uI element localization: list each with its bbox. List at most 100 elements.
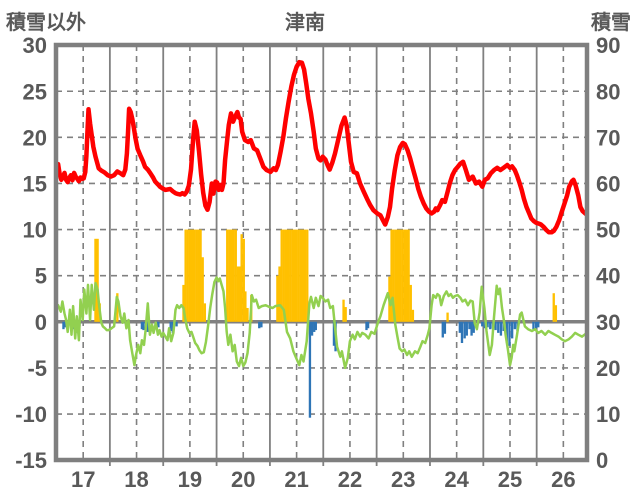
blue-bars-bar (146, 321, 149, 332)
green-line (56, 276, 587, 370)
orange-bars-bar (394, 229, 398, 322)
orange-bars-bar (228, 229, 231, 322)
right-axis-tick-label: 80 (596, 79, 620, 104)
series-group (56, 59, 587, 418)
blue-bars-bar (175, 321, 178, 327)
orange-bars-bar (407, 229, 410, 322)
orange-bars-bar (392, 229, 395, 322)
orange-bars-bar (306, 229, 309, 322)
blue-bars-bar (366, 321, 370, 329)
orange-bars-bar (280, 229, 283, 322)
x-axis-tick-label: 19 (178, 467, 202, 492)
orange-bars-bar (396, 229, 400, 322)
orange-bars-bar (344, 307, 347, 322)
orange-bars-bar (201, 257, 204, 322)
blue-bars-bar (532, 321, 535, 330)
orange-bars-bar (282, 229, 285, 322)
orange-bars-bar (182, 284, 185, 322)
left-axis-tick-label: 30 (23, 33, 47, 58)
orange-bars-bar (242, 238, 245, 322)
blue-bars-bar (494, 321, 497, 331)
snow-depth-red-line (56, 59, 587, 235)
left-axis-tick-label: 5 (35, 264, 47, 289)
orange-bars-bar (278, 266, 281, 322)
orange-bars-bar (238, 266, 242, 322)
blue-bars-bar (142, 321, 145, 331)
orange-bars-bar (295, 229, 298, 322)
orange-bars-bar (390, 229, 393, 322)
blue-bars-bar (460, 321, 464, 344)
orange-bars-bar (186, 229, 189, 322)
right-axis-tick-label: 50 (596, 218, 620, 243)
orange-bars-bar (197, 229, 200, 322)
blue-bars-bar (508, 321, 511, 346)
plot-border (53, 42, 590, 463)
blue-bars-bar (472, 321, 475, 333)
left-axis-tick-label: 25 (23, 79, 47, 104)
x-axis-tick-label: 26 (551, 467, 575, 492)
orange-bars-bar (291, 229, 294, 322)
left-axis-title: 積雪以外 (6, 12, 86, 34)
left-axis-tick-label: -15 (15, 448, 47, 473)
blue-bars-bar (314, 321, 317, 331)
orange-bars-bar (199, 229, 202, 322)
orange-bars-bar (188, 229, 192, 322)
blue-bars-bar (458, 321, 462, 333)
left-axis-tick-label: -10 (15, 402, 47, 427)
blue-bars-bar (365, 321, 368, 331)
blue-bars-bar (481, 321, 484, 327)
blue-bars-bar (505, 321, 508, 344)
orange-bars-bar (284, 229, 288, 322)
blue-bars-bar (510, 321, 514, 339)
right-axis-title: 積雪 (591, 12, 631, 34)
orange-bars-bar (244, 291, 247, 322)
blue-bars-bar (310, 321, 314, 336)
orange-bars-bar (301, 229, 305, 322)
x-axis-tick-label: 20 (231, 467, 255, 492)
blue-bars-bar (513, 321, 516, 330)
orange-bars-bar (236, 266, 240, 322)
orange-bars-bar (184, 229, 187, 322)
blue-bars-bar (537, 321, 540, 328)
blue-bars-bar (62, 321, 65, 330)
orange-bars-bar (552, 293, 555, 322)
blue-bars-bar (260, 321, 263, 328)
blue-bars-bar (443, 321, 447, 334)
x-axis-tick-label: 18 (124, 467, 148, 492)
orange-bars-bar (240, 234, 243, 322)
orange-bars-bar (94, 238, 97, 322)
orange-bars-bar (234, 229, 237, 322)
right-axis-tick-label: 10 (596, 402, 620, 427)
blue-bars-bar (486, 321, 489, 328)
right-axis-tick-label: 0 (596, 448, 608, 473)
x-axis-tick-label: 22 (338, 467, 362, 492)
orange-bars-bar (299, 229, 303, 322)
x-axis-tick-label: 23 (391, 467, 415, 492)
orange-bars-bar (303, 229, 307, 322)
blue-bars-bar (463, 321, 466, 339)
blue-bars-bar (313, 321, 316, 332)
blue-bars-bar (441, 321, 444, 338)
orange-bars-bar (289, 229, 292, 322)
orange-bars-bar (226, 229, 229, 322)
right-axis-tick-label: 90 (596, 33, 620, 58)
right-axis-tick-label: 20 (596, 356, 620, 381)
right-axis-tick-label: 30 (596, 310, 620, 335)
orange-bars-bar (411, 309, 415, 322)
orange-bars-bar (230, 229, 233, 322)
orange-bars-bar (297, 229, 300, 322)
blue-bars-bar (468, 321, 471, 330)
x-axis-tick-label: 24 (444, 467, 469, 492)
left-axis-tick-label: 0 (35, 310, 47, 335)
blue-bars-bar (169, 321, 172, 332)
orange-bars-bar (232, 229, 235, 322)
blue-bars-bar (497, 321, 500, 333)
orange-bars-bar (554, 305, 558, 322)
orange-bars-bar (342, 299, 345, 322)
blue-bars-bar (308, 321, 312, 418)
blue-bars-bar (470, 321, 473, 336)
orange-bars-bar (398, 229, 402, 322)
left-axis-tick-label: 20 (23, 125, 47, 150)
